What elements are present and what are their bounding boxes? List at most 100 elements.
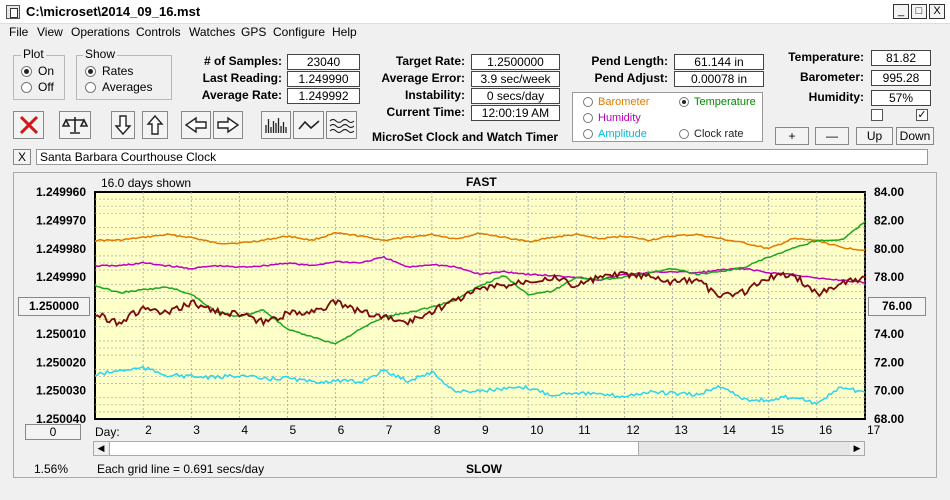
sensor-option-clock-rate[interactable]: Clock rate <box>679 128 744 140</box>
window-title: C:\microset\2014_09_16.mst <box>26 4 201 19</box>
rates-label: Rates <box>102 64 134 78</box>
grid-note: Each grid line = 0.691 secs/day <box>97 462 265 476</box>
day-tick-label: 15 <box>771 423 785 437</box>
chart-scrollbar[interactable]: ◀ ▶ <box>93 441 865 456</box>
checkbox-left[interactable] <box>871 109 883 121</box>
radio-clock-rate[interactable] <box>679 129 689 139</box>
clock-rate-label: Clock rate <box>694 128 744 140</box>
current-time-label: Current Time: <box>386 105 465 119</box>
balance-icon <box>62 117 88 134</box>
day-tick-label: 16 <box>819 423 833 437</box>
zoom-in-button[interactable]: + <box>775 127 809 145</box>
right-tick-label: 80.00 <box>874 242 904 256</box>
zoom-out-button[interactable]: — <box>815 127 849 145</box>
chart-series <box>94 221 866 405</box>
scrollbar-thumb[interactable] <box>109 442 639 455</box>
clock-name-field[interactable]: Santa Barbara Courthouse Clock <box>36 149 928 165</box>
show-averages-option[interactable]: Averages <box>85 80 152 94</box>
last-reading-value: 1.249990 <box>287 71 360 87</box>
right-tick-label: 70.00 <box>874 384 904 398</box>
pend-length-value: 61.144 in <box>674 54 764 70</box>
radio-plot-on[interactable] <box>21 65 32 77</box>
clock-close-button[interactable]: X <box>13 149 31 165</box>
sensor-option-amplitude[interactable]: Amplitude <box>583 128 647 140</box>
plot-on-option[interactable]: On <box>21 64 54 78</box>
day-tick-label: 12 <box>626 423 640 437</box>
average-rate-label: Average Rate: <box>201 88 282 102</box>
instability-value: 0 secs/day <box>471 88 560 104</box>
instability-label: Instability: <box>404 88 465 102</box>
average-error-label: Average Error: <box>381 71 465 85</box>
clear-button[interactable] <box>13 111 44 139</box>
averages-label: Averages <box>102 80 153 94</box>
move-up-button[interactable] <box>142 111 168 139</box>
scroll-left-arrow-icon[interactable]: ◀ <box>94 442 108 455</box>
left-tick-label: 1.249980 <box>36 242 86 256</box>
radio-temperature[interactable] <box>679 97 689 107</box>
barometer-env-value: 995.28 <box>871 70 931 86</box>
left-axis-reference-button[interactable]: 1.250000 <box>18 297 90 316</box>
radio-barometer[interactable] <box>583 97 593 107</box>
humidity-env-value: 57% <box>871 90 931 106</box>
sensor-option-humidity[interactable]: Humidity <box>583 112 641 124</box>
temperature-env-value: 81.82 <box>871 50 931 66</box>
minimize-button[interactable]: _ <box>893 4 909 19</box>
arrow-down-icon <box>114 115 132 136</box>
right-tick-label: 78.00 <box>874 270 904 284</box>
day-tick-label: 10 <box>530 423 544 437</box>
scale-down-button[interactable]: Down <box>896 127 934 145</box>
radio-plot-off[interactable] <box>21 81 32 93</box>
radio-humidity[interactable] <box>583 113 593 123</box>
menu-help[interactable]: Help <box>332 25 357 39</box>
right-axis-reference-button[interactable]: 76.00 <box>868 297 926 316</box>
scroll-right-arrow-icon[interactable]: ▶ <box>850 442 864 455</box>
plot-group-legend: Plot <box>21 47 46 61</box>
menu-operations[interactable]: Operations <box>71 25 130 39</box>
wave-chart-icon <box>329 118 354 134</box>
average-rate-value: 1.249992 <box>287 88 360 104</box>
arrow-left-icon <box>184 116 207 134</box>
barometer-env-label: Barometer: <box>799 70 864 84</box>
menu-controls[interactable]: Controls <box>136 25 181 39</box>
left-tick-label: 1.250010 <box>36 327 86 341</box>
close-button[interactable]: X <box>929 4 945 19</box>
scroll-right-button[interactable] <box>213 111 243 139</box>
menu-file[interactable]: File <box>9 25 29 39</box>
right-tick-label: 68.00 <box>874 412 904 426</box>
day-tick-label: 3 <box>193 423 200 437</box>
show-rates-option[interactable]: Rates <box>85 64 133 78</box>
sensor-select-panel: Barometer Temperature Humidity Clock rat… <box>572 92 763 142</box>
menu-view[interactable]: View <box>37 25 63 39</box>
radio-amplitude[interactable] <box>583 129 593 139</box>
menu-gps[interactable]: GPS <box>241 25 267 39</box>
balance-button[interactable] <box>59 111 91 139</box>
menu-configure[interactable]: Configure <box>273 25 326 39</box>
radio-averages[interactable] <box>85 81 96 93</box>
pend-adjust-label: Pend Adjust: <box>594 71 668 85</box>
scroll-left-button[interactable] <box>181 111 211 139</box>
bottom-left-button[interactable]: 0 <box>25 424 81 440</box>
day-tick-label: 8 <box>434 423 441 437</box>
radio-rates[interactable] <box>85 65 96 77</box>
restore-button[interactable]: □ <box>911 4 927 19</box>
plot-off-option[interactable]: Off <box>21 80 54 94</box>
amplitude-label: Amplitude <box>598 128 647 140</box>
target-rate-label: Target Rate: <box>395 54 465 68</box>
day-tick-label: 11 <box>578 423 591 437</box>
scale-up-button[interactable]: Up <box>856 127 893 145</box>
checkbox-right[interactable]: ✓ <box>916 109 928 121</box>
menu-watches[interactable]: Watches <box>189 25 236 39</box>
percent-label: 1.56% <box>34 462 69 476</box>
histogram-button[interactable] <box>261 111 291 139</box>
line-chart-button[interactable] <box>293 111 324 139</box>
move-down-button[interactable] <box>111 111 135 139</box>
sensor-option-temperature[interactable]: Temperature <box>679 96 756 108</box>
day-tick-label: 5 <box>290 423 297 437</box>
sensor-option-barometer[interactable]: Barometer <box>583 96 649 108</box>
wave-chart-button[interactable] <box>326 111 357 139</box>
right-tick-label: 84.00 <box>874 185 904 199</box>
target-rate-value: 1.2500000 <box>471 54 560 70</box>
left-tick-label: 1.250030 <box>36 384 86 398</box>
barometer-label: Barometer <box>598 96 650 108</box>
